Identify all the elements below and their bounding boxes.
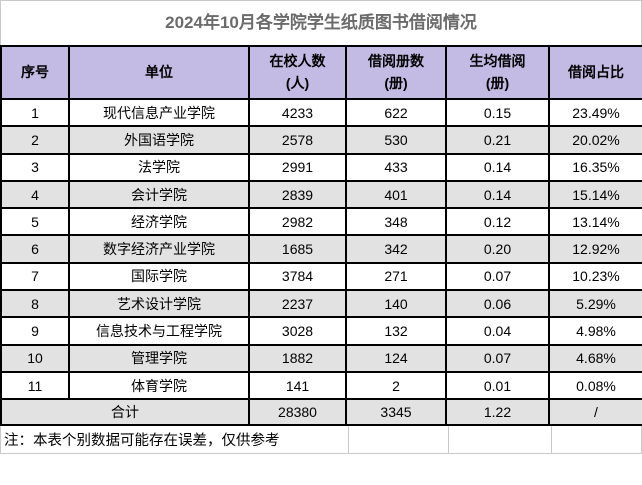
cell-share: 0.08% [548, 370, 642, 401]
footnote-empty-cell [448, 426, 551, 454]
cell-students: 2982 [248, 207, 347, 237]
cell-unit: 法学院 [68, 152, 250, 182]
cell-borrowed: 271 [345, 261, 447, 292]
cell-no: 6 [0, 234, 70, 264]
footnote-empty-cell [551, 426, 641, 454]
cell-students: 2237 [248, 289, 347, 319]
cell-share: 10.23% [548, 261, 642, 292]
cell-borrowed: 348 [345, 207, 447, 237]
table-row: 1 现代信息产业学院 4233 622 0.15 23.49% [0, 97, 642, 128]
cell-per-student: 0.12 [445, 207, 550, 237]
footnote: 注：本表个别数据可能存在误差，仅供参考 [4, 433, 280, 450]
cell-students: 1685 [248, 234, 347, 264]
cell-borrowed: 622 [345, 97, 447, 128]
table-row: 10 管理学院 1882 124 0.07 4.68% [0, 343, 642, 373]
table-row: 5 经济学院 2982 348 0.12 13.14% [0, 207, 642, 237]
cell-borrowed: 530 [345, 125, 447, 155]
cell-students: 141 [248, 370, 347, 401]
cell-borrowed: 342 [345, 234, 447, 264]
cell-share: 12.92% [548, 234, 642, 264]
cell-per-student: 0.20 [445, 234, 550, 264]
cell-share: 5.29% [548, 289, 642, 319]
cell-borrowed: 140 [345, 289, 447, 319]
cell-unit: 数字经济产业学院 [68, 234, 250, 264]
cell-unit: 体育学院 [68, 370, 250, 401]
header-row: 序号 单位 在校人数 (人) 借阅册数 (册) 生均借阅 (册) 借阅占比 [0, 45, 642, 100]
cell-share: 20.02% [548, 125, 642, 155]
cell-no: 9 [0, 316, 70, 346]
cell-borrowed: 433 [345, 152, 447, 182]
cell-share: 4.98% [548, 316, 642, 346]
cell-no: 5 [0, 207, 70, 237]
cell-no: 8 [0, 289, 70, 319]
table-row: 11 体育学院 141 2 0.01 0.08% [0, 370, 642, 401]
table-row: 8 艺术设计学院 2237 140 0.06 5.29% [0, 289, 642, 319]
cell-per-student: 0.01 [445, 370, 550, 401]
cell-borrowed: 2 [345, 370, 447, 401]
cell-borrowed: 124 [345, 343, 447, 373]
cell-unit: 管理学院 [68, 343, 250, 373]
cell-per-student: 0.07 [445, 343, 550, 373]
total-per-student: 1.22 [445, 398, 550, 427]
header-per-student: 生均借阅 (册) [445, 45, 550, 100]
header-serial: 序号 [0, 45, 70, 100]
cell-unit: 信息技术与工程学院 [68, 316, 250, 346]
cell-students: 4233 [248, 97, 347, 128]
total-share: / [548, 398, 642, 427]
cell-share: 13.14% [548, 207, 642, 237]
cell-unit: 国际学院 [68, 261, 250, 292]
cell-per-student: 0.14 [445, 179, 550, 210]
cell-students: 2839 [248, 179, 347, 210]
table-body: 1 现代信息产业学院 4233 622 0.15 23.49% 2 外国语学院 2578 530 0… [0, 97, 642, 401]
cell-unit: 现代信息产业学院 [68, 97, 250, 128]
cell-per-student: 0.06 [445, 289, 550, 319]
cell-borrowed: 132 [345, 316, 447, 346]
cell-students: 2991 [248, 152, 347, 182]
cell-no: 3 [0, 152, 70, 182]
cell-per-student: 0.14 [445, 152, 550, 182]
total-borrowed: 3345 [345, 398, 447, 427]
table-row: 9 信息技术与工程学院 3028 132 0.04 4.98% [0, 316, 642, 346]
header-borrowed: 借阅册数 (册) [345, 45, 447, 100]
cell-per-student: 0.21 [445, 125, 550, 155]
table-row: 2 外国语学院 2578 530 0.21 20.02% [0, 125, 642, 155]
cell-per-student: 0.15 [445, 97, 550, 128]
total-label: 合计 [0, 398, 250, 427]
total-students: 28380 [248, 398, 347, 427]
footnote-empty-cell [348, 426, 448, 454]
cell-per-student: 0.07 [445, 261, 550, 292]
cell-share: 15.14% [548, 179, 642, 210]
header-share: 借阅占比 [548, 45, 642, 100]
table-row: 6 数字经济产业学院 1685 342 0.20 12.92% [0, 234, 642, 264]
cell-share: 16.35% [548, 152, 642, 182]
cell-students: 3028 [248, 316, 347, 346]
cell-borrowed: 401 [345, 179, 447, 210]
cell-no: 2 [0, 125, 70, 155]
cell-unit: 外国语学院 [68, 125, 250, 155]
cell-unit: 经济学院 [68, 207, 250, 237]
table-row: 3 法学院 2991 433 0.14 16.35% [0, 152, 642, 182]
cell-students: 2578 [248, 125, 347, 155]
cell-no: 1 [0, 97, 70, 128]
cell-share: 4.68% [548, 343, 642, 373]
cell-students: 3784 [248, 261, 347, 292]
cell-per-student: 0.04 [445, 316, 550, 346]
cell-unit: 会计学院 [68, 179, 250, 210]
cell-no: 11 [0, 370, 70, 401]
header-students: 在校人数 (人) [248, 45, 347, 100]
cell-students: 1882 [248, 343, 347, 373]
cell-unit: 艺术设计学院 [68, 289, 250, 319]
cell-no: 10 [0, 343, 70, 373]
cell-no: 7 [0, 261, 70, 292]
total-row: 合计 28380 3345 1.22 / [0, 398, 642, 427]
table-row: 4 会计学院 2839 401 0.14 15.14% [0, 179, 642, 210]
footnote-row: 注：本表个别数据可能存在误差，仅供参考 [0, 426, 642, 455]
header-unit: 单位 [68, 45, 250, 100]
cell-no: 4 [0, 179, 70, 210]
table-row: 7 国际学院 3784 271 0.07 10.23% [0, 261, 642, 292]
cell-share: 23.49% [548, 97, 642, 128]
page-title: 2024年10月各学院学生纸质图书借阅情况 [0, 0, 642, 45]
